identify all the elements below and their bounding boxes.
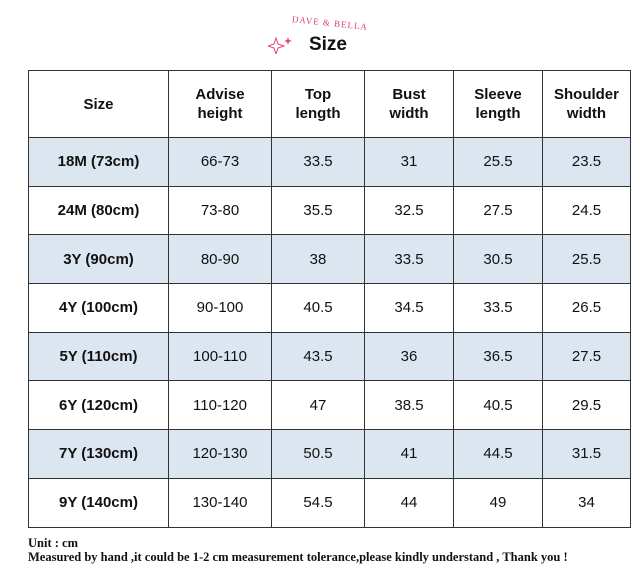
table-row: 5Y (110cm) 100-110 43.5 36 36.5 27.5 bbox=[28, 331, 631, 382]
size-cell: 9Y (140cm) bbox=[28, 477, 169, 528]
value-cell: 44.5 bbox=[453, 429, 543, 479]
value-cell: 25.5 bbox=[453, 137, 543, 187]
value-cell: 34 bbox=[542, 477, 631, 528]
value-cell: 90-100 bbox=[168, 283, 272, 333]
table-row: 7Y (130cm) 120-130 50.5 41 44.5 31.5 bbox=[28, 429, 631, 479]
table-row: 24M (80cm) 73-80 35.5 32.5 27.5 24.5 bbox=[28, 185, 631, 236]
value-cell: 33.5 bbox=[271, 137, 365, 187]
value-cell: 36 bbox=[364, 331, 454, 382]
value-cell: 33.5 bbox=[364, 234, 454, 285]
table-row: 9Y (140cm) 130-140 54.5 44 49 34 bbox=[28, 477, 631, 528]
value-cell: 41 bbox=[364, 429, 454, 479]
value-cell: 49 bbox=[453, 477, 543, 528]
title: Size bbox=[308, 34, 348, 55]
value-cell: 44 bbox=[364, 477, 454, 528]
size-cell: 4Y (100cm) bbox=[28, 283, 169, 333]
sparkle-icon bbox=[268, 36, 292, 54]
size-cell: 5Y (110cm) bbox=[28, 331, 169, 382]
table-row: 6Y (120cm) 110-120 47 38.5 40.5 29.5 bbox=[28, 380, 631, 431]
size-cell: 7Y (130cm) bbox=[28, 429, 169, 479]
value-cell: 40.5 bbox=[271, 283, 365, 333]
value-cell: 29.5 bbox=[542, 380, 631, 431]
value-cell: 100-110 bbox=[168, 331, 272, 382]
value-cell: 27.5 bbox=[542, 331, 631, 382]
value-cell: 26.5 bbox=[542, 283, 631, 333]
value-cell: 110-120 bbox=[168, 380, 272, 431]
size-cell: 18M (73cm) bbox=[28, 137, 169, 187]
value-cell: 31 bbox=[364, 137, 454, 187]
value-cell: 43.5 bbox=[271, 331, 365, 382]
value-cell: 130-140 bbox=[168, 477, 272, 528]
value-cell: 66-73 bbox=[168, 137, 272, 187]
value-cell: 30.5 bbox=[453, 234, 543, 285]
column-header: Bust width bbox=[364, 70, 454, 138]
value-cell: 38 bbox=[271, 234, 365, 285]
table-row: 3Y (90cm) 80-90 38 33.5 30.5 25.5 bbox=[28, 234, 631, 285]
brand: DAVE & BELLA bbox=[291, 14, 369, 32]
value-cell: 38.5 bbox=[364, 380, 454, 431]
value-cell: 24.5 bbox=[542, 185, 631, 236]
table-row: 4Y (100cm) 90-100 40.5 34.5 33.5 26.5 bbox=[28, 283, 631, 333]
column-header: Advise height bbox=[168, 70, 272, 138]
size-cell: 3Y (90cm) bbox=[28, 234, 169, 285]
value-cell: 34.5 bbox=[364, 283, 454, 333]
column-header: Shoulder width bbox=[542, 70, 631, 138]
value-cell: 32.5 bbox=[364, 185, 454, 236]
size-table: Size Advise height Top length Bust width Sle… bbox=[28, 70, 631, 528]
value-cell: 47 bbox=[271, 380, 365, 431]
value-cell: 35.5 bbox=[271, 185, 365, 236]
size-cell: 24M (80cm) bbox=[28, 185, 169, 236]
size-cell: 6Y (120cm) bbox=[28, 380, 169, 431]
table-row: 18M (73cm) 66-73 33.5 31 25.5 23.5 bbox=[28, 137, 631, 187]
value-cell: 80-90 bbox=[168, 234, 272, 285]
header-row: Size Advise height Top length Bust width Sle… bbox=[28, 70, 631, 138]
value-cell: 25.5 bbox=[542, 234, 631, 285]
unit-note: Unit : cm bbox=[28, 536, 78, 550]
value-cell: 31.5 bbox=[542, 429, 631, 479]
column-header: Size bbox=[28, 70, 169, 138]
column-header: Sleeve length bbox=[453, 70, 543, 138]
value-cell: 120-130 bbox=[168, 429, 272, 479]
value-cell: 23.5 bbox=[542, 137, 631, 187]
value-cell: 73-80 bbox=[168, 185, 272, 236]
value-cell: 33.5 bbox=[453, 283, 543, 333]
measure-note: Measured by hand ,it could be 1-2 cm mea… bbox=[28, 550, 568, 564]
value-cell: 36.5 bbox=[453, 331, 543, 382]
value-cell: 27.5 bbox=[453, 185, 543, 236]
value-cell: 54.5 bbox=[271, 477, 365, 528]
value-cell: 50.5 bbox=[271, 429, 365, 479]
column-header: Top length bbox=[271, 70, 365, 138]
value-cell: 40.5 bbox=[453, 380, 543, 431]
